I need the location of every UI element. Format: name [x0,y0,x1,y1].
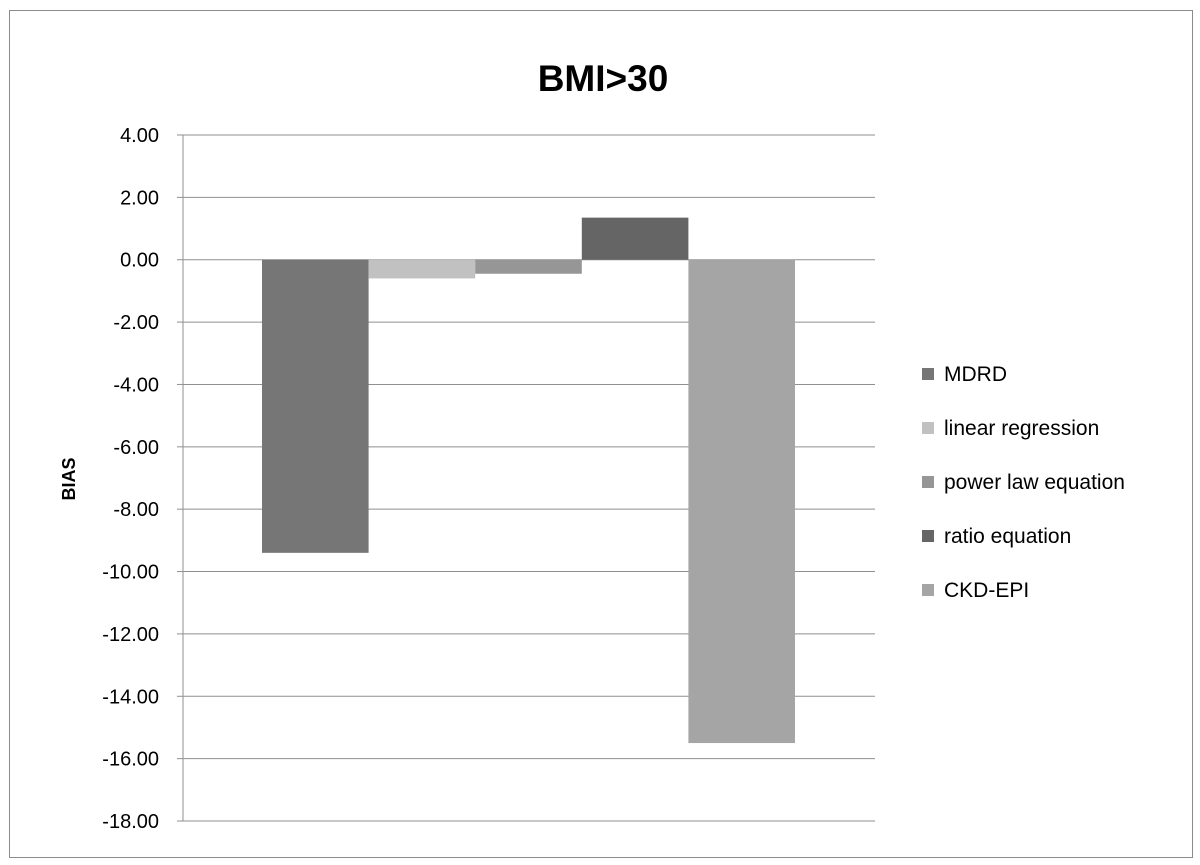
legend-swatch-linear-regression [922,422,934,434]
y-axis-title: BIAS [59,457,79,500]
bar-linear-regression [368,259,476,279]
legend-swatch-ckd-epi [922,584,934,596]
y-tick-label: -10.00 [102,562,159,584]
y-tick-label: 0.00 [120,250,159,272]
y-axis-tick-labels: 4.00 2.00 0.00 -2.00 -4.00 -6.00 -8.00 -10.00 -1… [102,125,159,833]
legend-swatch-mdrd [922,368,934,380]
chart-title: BMI>30 [538,58,669,99]
legend-label-power-law-equation: power law equation [944,471,1125,494]
legend-swatch-ratio-equation [922,530,934,542]
y-tick-label: -2.00 [113,312,159,334]
legend-label-ratio-equation: ratio equation [944,525,1071,548]
y-tick-label: -6.00 [113,437,159,459]
y-tick-label: -4.00 [113,374,159,396]
legend-swatch-power-law-equation [922,476,934,488]
y-tick-label: -8.00 [113,499,159,521]
legend-label-linear-regression: linear regression [944,417,1099,440]
bar-mdrd [262,259,369,553]
y-tick-label: 2.00 [120,187,159,209]
legend: MDRD linear regression power law equation r… [922,363,1125,602]
y-tick-label: -12.00 [102,624,159,646]
y-tick-label: -14.00 [102,686,159,708]
legend-label-mdrd: MDRD [944,363,1007,386]
y-tick-label: -18.00 [102,811,159,833]
bar-ratio-equation [581,217,689,260]
legend-label-ckd-epi: CKD-EPI [944,579,1029,602]
chart-area [9,10,1193,858]
bars [262,217,795,744]
y-tick-label: 4.00 [120,125,159,147]
y-tick-label: -16.00 [102,749,159,771]
bar-ckd-epi [688,259,795,744]
bar-power-law-equation [475,259,582,274]
